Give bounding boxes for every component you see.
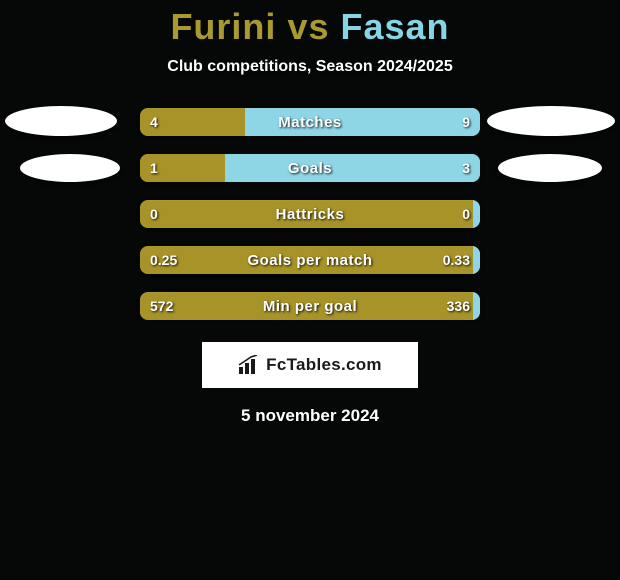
stat-bar: Hattricks0 0 xyxy=(140,200,480,228)
stat-label: Goals per match xyxy=(140,246,480,274)
footer-date: 5 november 2024 xyxy=(0,406,620,426)
stat-value-left: 4 xyxy=(150,108,158,136)
title-player2: Fasan xyxy=(341,6,450,47)
stat-value-right: 3 xyxy=(462,154,470,182)
stat-label: Goals xyxy=(140,154,480,182)
stat-value-right: 9 xyxy=(462,108,470,136)
title-vs: vs xyxy=(287,6,329,47)
logo-text: FcTables.com xyxy=(266,355,382,375)
subtitle: Club competitions, Season 2024/2025 xyxy=(0,58,620,76)
stat-row: Hattricks0 0 xyxy=(0,196,620,232)
stat-label: Min per goal xyxy=(140,292,480,320)
stat-value-left: 572 xyxy=(150,292,173,320)
page-title: Furini vs Fasan xyxy=(0,0,620,48)
fctables-logo: FcTables.com xyxy=(202,342,418,388)
stat-value-right: 0.33 xyxy=(443,246,470,274)
stat-bar: Matches4 9 xyxy=(140,108,480,136)
stat-value-left: 1 xyxy=(150,154,158,182)
chart-icon xyxy=(238,355,260,375)
stat-row: Goals per match0.25 0.33 xyxy=(0,242,620,278)
stat-bar: Goals1 3 xyxy=(140,154,480,182)
stat-row: Min per goal572 336 xyxy=(0,288,620,324)
title-player1: Furini xyxy=(170,6,276,47)
stat-value-left: 0 xyxy=(150,200,158,228)
stat-label: Hattricks xyxy=(140,200,480,228)
stat-row: Matches4 9 xyxy=(0,104,620,140)
stat-value-left: 0.25 xyxy=(150,246,177,274)
stat-row: Goals1 3 xyxy=(0,150,620,186)
stat-value-right: 336 xyxy=(447,292,470,320)
stat-label: Matches xyxy=(140,108,480,136)
stat-bar: Goals per match0.25 0.33 xyxy=(140,246,480,274)
stats-stage: Matches4 9 Goals1 3 Hattricks0 0 Goals per mat… xyxy=(0,104,620,324)
stat-bar: Min per goal572 336 xyxy=(140,292,480,320)
stat-value-right: 0 xyxy=(462,200,470,228)
